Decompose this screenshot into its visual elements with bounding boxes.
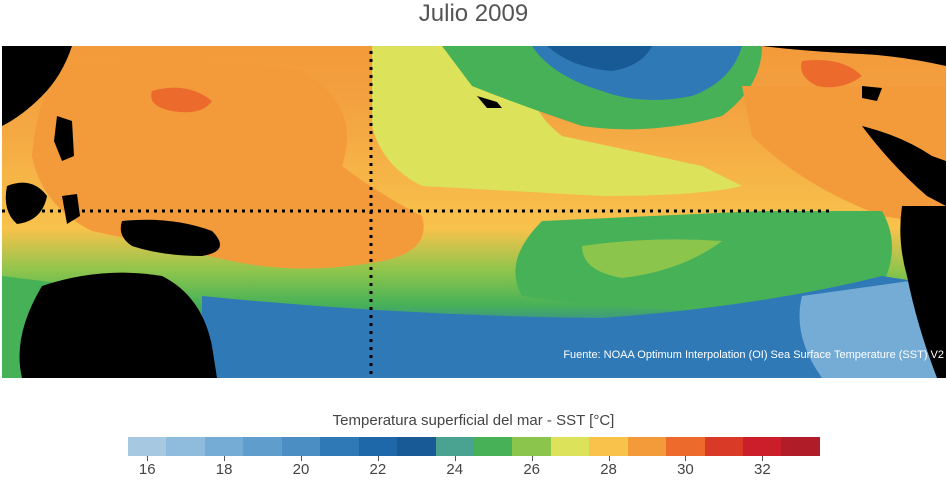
east-warm — [742, 86, 946, 226]
colorbar-tick-label: 32 — [753, 461, 771, 478]
sst-map — [2, 46, 946, 378]
cold-tongue-green — [515, 211, 892, 311]
colorbar-swatch — [704, 437, 743, 456]
hawaii — [477, 96, 502, 108]
colorbar-tick-mark — [377, 456, 379, 461]
colorbar-tick-mark — [301, 456, 302, 461]
philippines — [54, 116, 74, 161]
colorbar-swatch — [243, 437, 282, 456]
colorbar-tick-mark — [685, 456, 687, 461]
colorbar-tick-mark — [224, 456, 226, 461]
colorbar-tick-label: 22 — [369, 461, 387, 478]
colorbar-swatch — [128, 437, 167, 456]
south-east-light — [799, 276, 946, 378]
colorbar-tick-label: 26 — [523, 461, 540, 478]
colorbar-tick-mark — [608, 456, 610, 461]
colorbar-swatch — [204, 437, 244, 456]
colorbar-ticks: 16 18 20 22 24 26 28 30 32 — [128, 454, 820, 478]
yucatan — [862, 86, 882, 101]
north-america — [762, 46, 946, 66]
colorbar — [128, 437, 820, 456]
borneo — [5, 182, 47, 224]
colorbar-swatch — [320, 437, 359, 456]
north-yellow-band — [372, 46, 742, 196]
caribbean-hot — [801, 60, 862, 88]
colorbar-tick-label: 28 — [600, 461, 617, 478]
northeast-teal — [547, 46, 652, 71]
colorbar-swatch — [281, 437, 321, 456]
colorbar-swatch — [512, 437, 551, 456]
south-blue-band — [202, 276, 946, 378]
sulawesi — [62, 194, 80, 224]
colorbar-tick-label: 24 — [446, 461, 464, 478]
map-title: Julio 2009 — [418, 0, 529, 27]
colorbar-tick-label: 18 — [215, 461, 233, 478]
warm-pool-west — [32, 59, 424, 269]
asia-land — [2, 46, 72, 126]
source-credit: Fuente: NOAA Optimum Interpolation (OI) … — [563, 349, 944, 361]
cold-tongue-light — [582, 239, 722, 278]
colorbar-swatch — [358, 437, 398, 456]
colorbar-tick-mark — [531, 456, 533, 461]
colorbar-tick-label: 16 — [138, 461, 156, 478]
colorbar-tick-mark — [762, 456, 764, 461]
central-america — [862, 126, 946, 206]
south-america — [900, 206, 946, 378]
new-guinea — [120, 219, 220, 256]
colorbar-tick-mark — [147, 456, 149, 461]
colorbar-tick-label: 20 — [292, 461, 310, 478]
colorbar-swatch — [397, 437, 436, 456]
colorbar-swatch — [781, 437, 820, 456]
warm-spot — [151, 87, 212, 113]
colorbar-swatch — [473, 437, 513, 456]
australia — [19, 272, 217, 378]
colorbar-tick-label: 30 — [677, 461, 694, 478]
colorbar-swatch — [743, 437, 782, 456]
colorbar-swatch — [589, 437, 628, 456]
colorbar-swatch — [550, 437, 590, 456]
colorbar-swatch — [666, 437, 705, 456]
colorbar-tick-mark — [454, 456, 456, 461]
colorbar-swatch — [435, 437, 474, 456]
colorbar-label: Temperatura superficial del mar - SST [°… — [332, 412, 615, 429]
colorbar-swatch — [627, 437, 667, 456]
land — [2, 46, 946, 378]
colorbar-swatch — [166, 437, 205, 456]
